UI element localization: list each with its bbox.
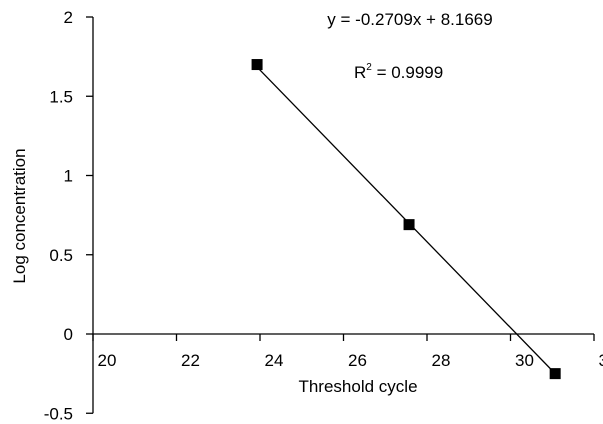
- y-tick-label: 0: [64, 325, 73, 344]
- y-axis-title: Log concentration: [10, 148, 29, 283]
- x-tick-label: 24: [265, 351, 284, 370]
- r-squared-prefix: R: [354, 63, 366, 82]
- y-tick-label: 1.5: [49, 87, 73, 106]
- data-points: [251, 59, 561, 380]
- x-tick-label: 20: [98, 351, 117, 370]
- y-tick-label: 2: [64, 8, 73, 27]
- regression-equation: y = -0.2709x + 8.1669: [327, 10, 492, 29]
- x-tick-label: 30: [515, 351, 534, 370]
- r-squared-annotation: R2 = 0.9999: [354, 62, 443, 82]
- x-tick-label: 28: [432, 351, 451, 370]
- x-axis-title: Threshold cycle: [298, 377, 417, 396]
- data-point-marker: [251, 59, 263, 71]
- y-tick-label: 0.5: [49, 246, 73, 265]
- x-tick-label: 26: [348, 351, 367, 370]
- x-tick-label: 32: [599, 351, 603, 370]
- y-tick-label: 1: [64, 167, 73, 186]
- x-tick-label: 22: [181, 351, 200, 370]
- data-point-marker: [549, 368, 561, 380]
- ticks: 2 1.5 1 0.5 0 -0.5 20 22 24 26 28 30 32: [44, 8, 603, 423]
- y-tick-label: -0.5: [44, 404, 73, 423]
- data-point-marker: [403, 219, 415, 231]
- r-squared-sup: 2: [366, 62, 372, 73]
- r-squared-suffix: = 0.9999: [372, 63, 443, 82]
